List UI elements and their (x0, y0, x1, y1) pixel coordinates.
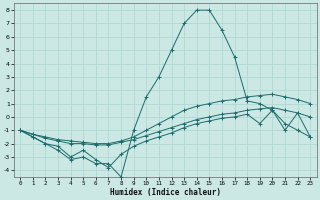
X-axis label: Humidex (Indice chaleur): Humidex (Indice chaleur) (110, 188, 221, 197)
